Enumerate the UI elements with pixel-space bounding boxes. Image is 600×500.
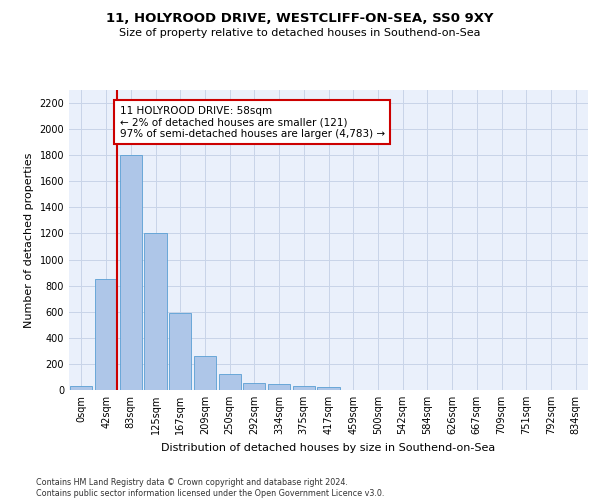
Bar [70,386,92,390]
Text: Size of property relative to detached houses in Southend-on-Sea: Size of property relative to detached ho… [119,28,481,38]
Bar [293,386,315,390]
Text: 11, HOLYROOD DRIVE, WESTCLIFF-ON-SEA, SS0 9XY: 11, HOLYROOD DRIVE, WESTCLIFF-ON-SEA, SS… [106,12,494,26]
Text: Contains HM Land Registry data © Crown copyright and database right 2024.
Contai: Contains HM Land Registry data © Crown c… [36,478,385,498]
Bar [145,234,167,390]
Bar [317,388,340,390]
Bar [194,356,216,390]
Bar [243,384,265,390]
Bar [95,279,117,390]
Bar [268,384,290,390]
Bar [119,155,142,390]
Text: 11 HOLYROOD DRIVE: 58sqm
← 2% of detached houses are smaller (121)
97% of semi-d: 11 HOLYROOD DRIVE: 58sqm ← 2% of detache… [119,106,385,139]
X-axis label: Distribution of detached houses by size in Southend-on-Sea: Distribution of detached houses by size … [161,442,496,452]
Bar [169,313,191,390]
Y-axis label: Number of detached properties: Number of detached properties [24,152,34,328]
Bar [218,374,241,390]
